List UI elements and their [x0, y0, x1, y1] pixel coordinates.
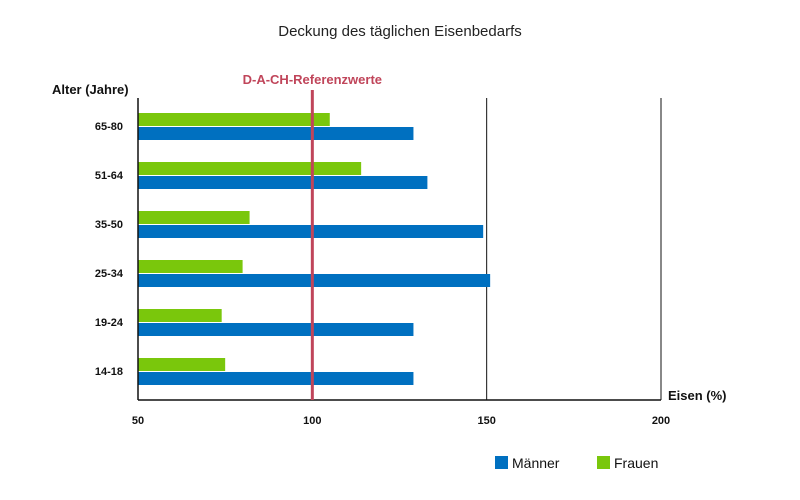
x-tick-label: 100 — [303, 415, 321, 427]
y-tick-label: 19-24 — [95, 317, 124, 329]
x-tick-label: 150 — [477, 415, 495, 427]
legend: Männer Frauen — [495, 455, 658, 471]
bar-frauen-65-80 — [138, 113, 330, 126]
y-axis-label: Alter (Jahre) — [52, 82, 129, 97]
x-axis-label: Eisen (%) — [668, 388, 727, 403]
bar-männer-14-18 — [138, 372, 414, 385]
bar-frauen-25-34 — [138, 260, 243, 273]
bars — [138, 113, 491, 385]
legend-swatch-frauen — [597, 456, 610, 469]
y-tick-label: 65-80 — [95, 121, 123, 133]
bar-frauen-14-18 — [138, 358, 226, 371]
legend-swatch-männer — [495, 456, 508, 469]
y-tick-label: 35-50 — [95, 219, 123, 231]
legend-label-männer: Männer — [512, 455, 560, 471]
bar-frauen-19-24 — [138, 309, 222, 322]
y-tick-label: 51-64 — [95, 170, 124, 182]
reference-line-label: D-A-CH-Referenzwerte — [243, 72, 382, 87]
bar-männer-65-80 — [138, 127, 414, 140]
bar-männer-25-34 — [138, 274, 491, 287]
bar-männer-19-24 — [138, 323, 414, 336]
bar-männer-35-50 — [138, 225, 484, 238]
x-tick-label: 200 — [652, 415, 670, 427]
x-tick-label: 50 — [132, 415, 144, 427]
y-tick-label: 14-18 — [95, 366, 123, 378]
y-tick-label: 25-34 — [95, 268, 124, 280]
legend-label-frauen: Frauen — [614, 455, 658, 471]
chart-title: Deckung des täglichen Eisenbedarfs — [278, 23, 522, 40]
bar-männer-51-64 — [138, 176, 428, 189]
x-tick-labels: 50 100 150 200 — [132, 415, 670, 427]
grid-lines — [486, 98, 662, 400]
bar-frauen-51-64 — [138, 162, 362, 175]
y-tick-labels: 65-80 51-64 35-50 25-34 19-24 14-18 — [95, 121, 124, 378]
bar-frauen-35-50 — [138, 211, 250, 224]
